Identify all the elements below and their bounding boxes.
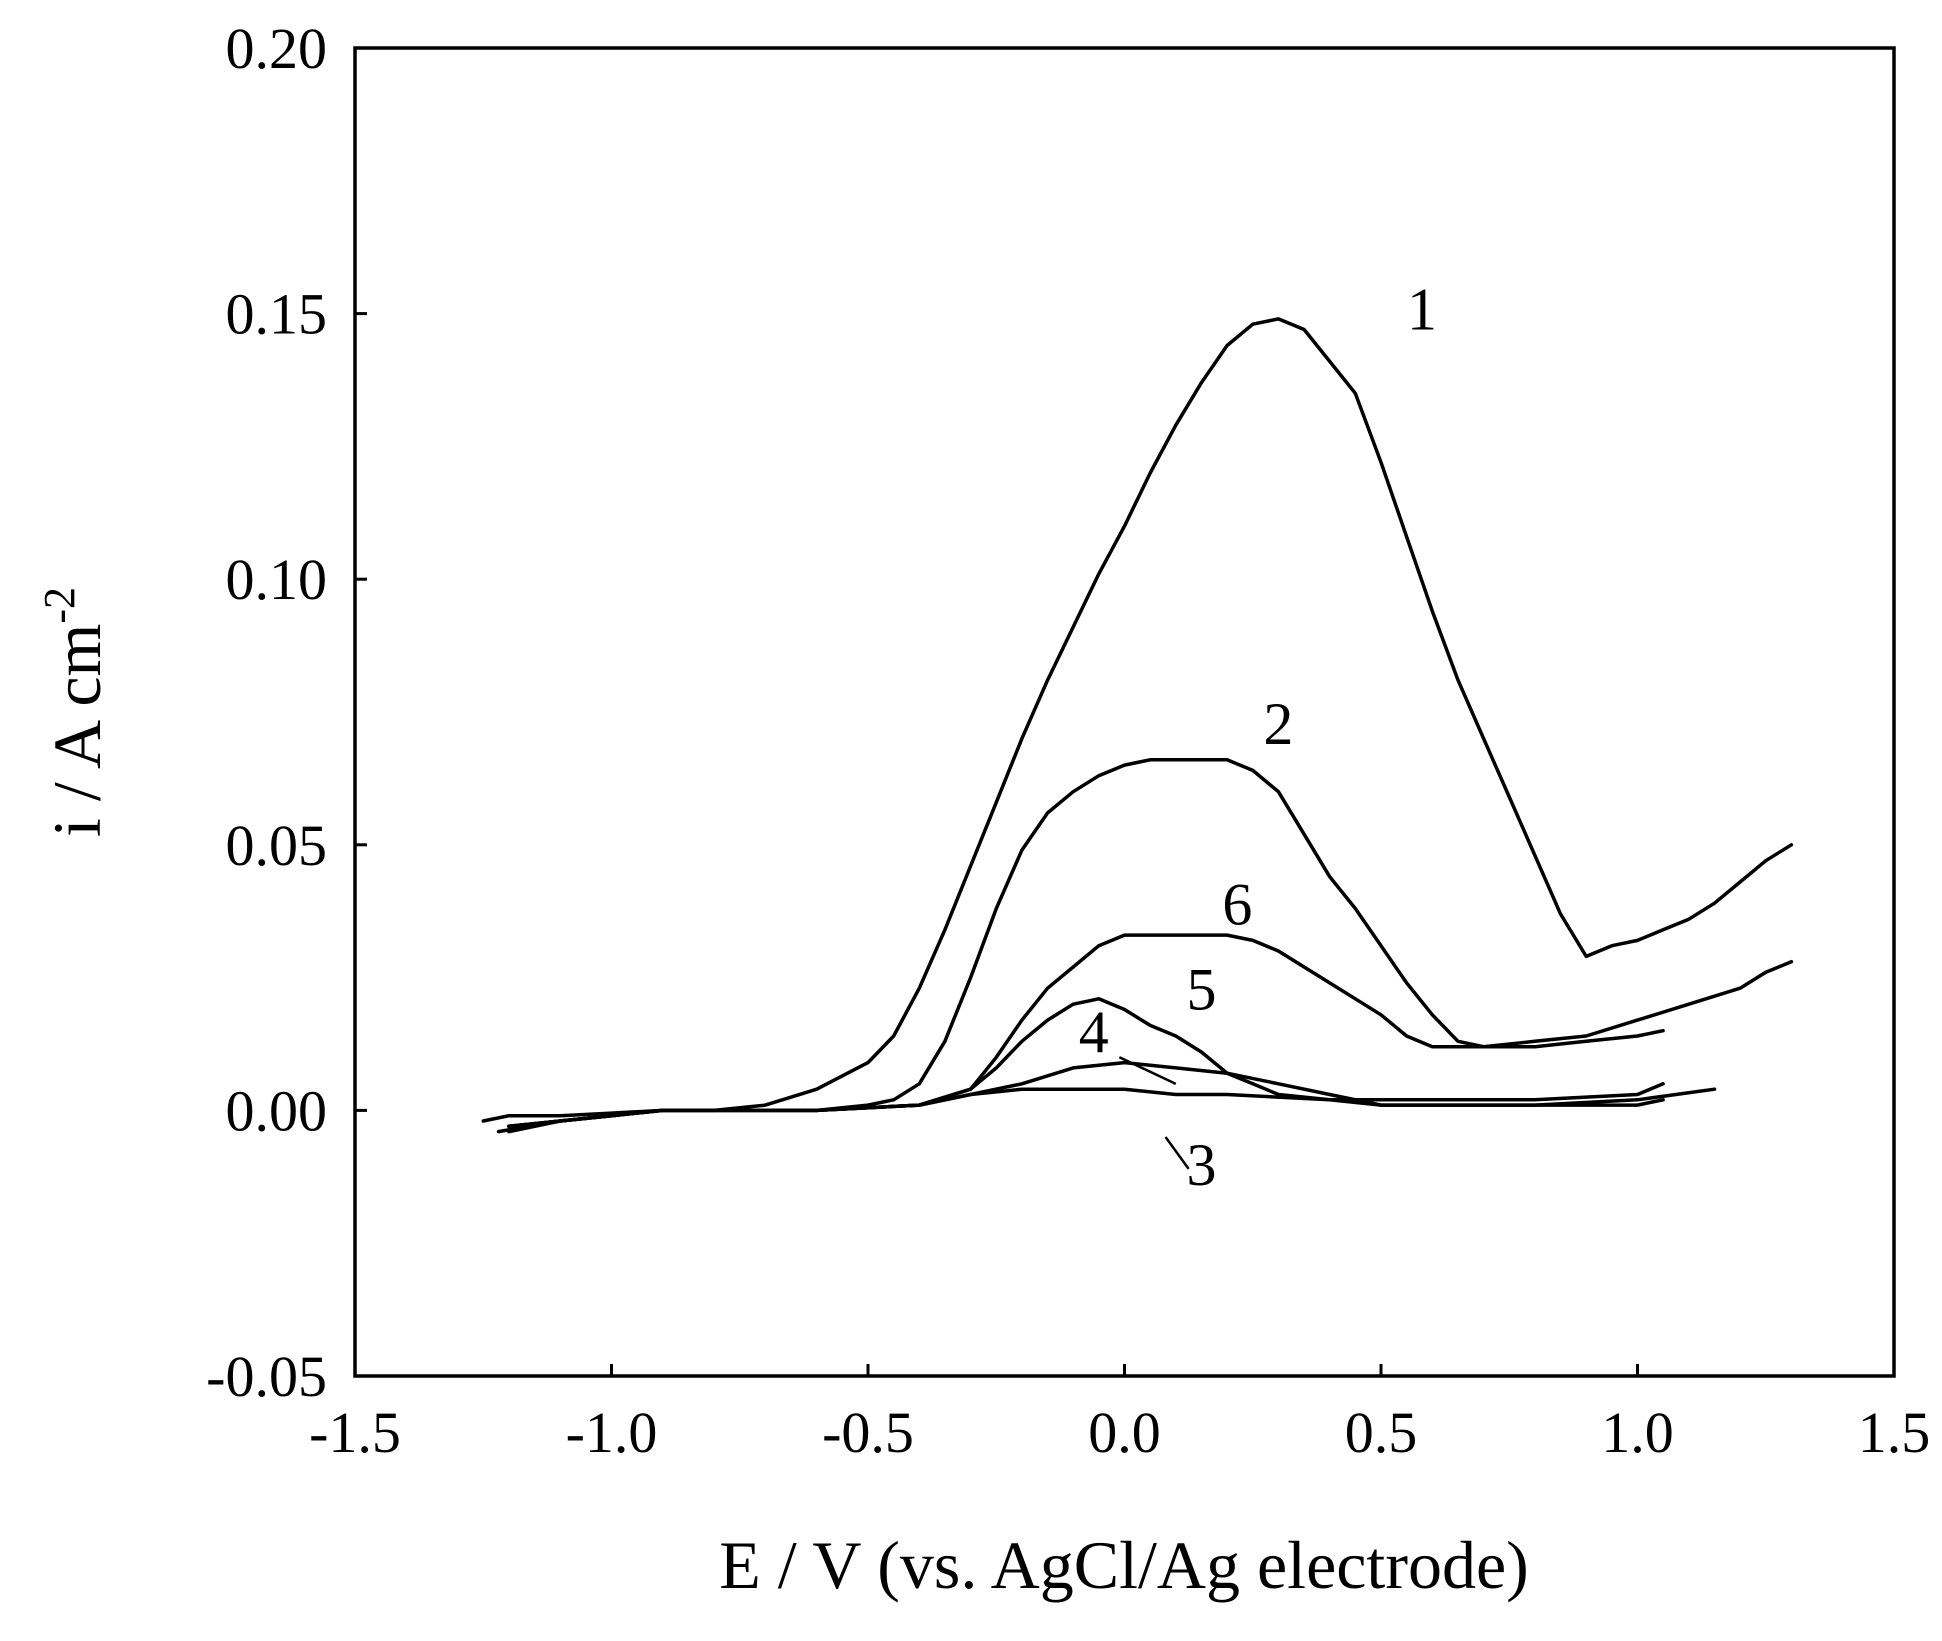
curve-labels-layer: 1 2 65 4 3 [1079, 277, 1437, 1198]
y-tick-label: 0.15 [226, 282, 328, 347]
y-tick-label: 0.10 [226, 547, 328, 612]
plot-frame [353, 46, 1896, 1378]
x-tick-label: 0.0 [1088, 1400, 1161, 1465]
y-axis-title-superscript: -2 [35, 587, 84, 624]
x-tick-label: 1.0 [1601, 1400, 1674, 1465]
y-tick-label: 0.05 [226, 813, 328, 878]
x-tick-label: -1.0 [566, 1400, 658, 1465]
curve-6 [507, 933, 1794, 1134]
curve-label-6: 6 [1222, 871, 1252, 937]
curve-1 [481, 317, 1794, 1123]
y-axis-title-base: i / A cm [39, 624, 115, 837]
curve-label-5: 5 [1186, 956, 1216, 1022]
curve-2 [496, 758, 1665, 1134]
leader-lines-layer [1118, 1056, 1190, 1170]
x-tick-label: -1.5 [309, 1400, 401, 1465]
y-axis-ticks: -0.05 0.00 0.05 0.10 0.15 0.20 [206, 16, 367, 1409]
curve-label-2: 2 [1263, 691, 1293, 757]
x-axis-ticks: -1.5 -1.0 -0.5 0.0 0.5 1.0 1.5 [309, 1364, 1930, 1465]
x-tick-label: -0.5 [822, 1400, 914, 1465]
y-tick-label: 0.00 [226, 1078, 328, 1143]
y-tick-label: 0.20 [226, 16, 328, 81]
curves-layer [481, 317, 1794, 1134]
leader-line-3 [1164, 1136, 1190, 1170]
curve-label-3: 3 [1186, 1132, 1216, 1198]
curve-4 [507, 1060, 1665, 1129]
y-tick-label: -0.05 [206, 1344, 327, 1409]
y-axis-title: i / A cm-2 [35, 587, 115, 837]
x-axis-title: E / V (vs. AgCl/Ag electrode) [719, 1527, 1529, 1603]
leader-line-4 [1118, 1056, 1177, 1085]
curve-label-1: 1 [1407, 277, 1437, 343]
curve-label-4: 4 [1079, 999, 1109, 1065]
x-tick-label: 0.5 [1345, 1400, 1418, 1465]
x-tick-label: 1.5 [1858, 1400, 1931, 1465]
